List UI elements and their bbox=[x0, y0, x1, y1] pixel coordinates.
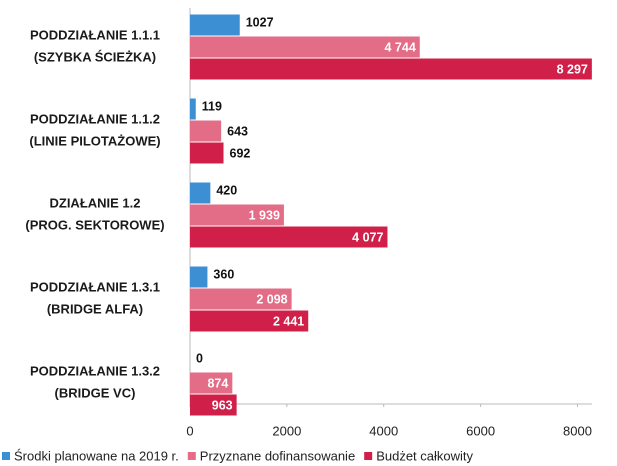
bar bbox=[190, 36, 420, 58]
value-label: 420 bbox=[216, 183, 237, 197]
x-tick-label: 0 bbox=[186, 423, 193, 438]
value-label: 2 098 bbox=[256, 292, 287, 306]
bar bbox=[190, 182, 211, 204]
value-label: 119 bbox=[202, 99, 222, 113]
bar bbox=[190, 266, 208, 288]
value-label: 4 744 bbox=[384, 40, 415, 54]
legend-swatch bbox=[187, 452, 196, 460]
legend-label: Przyznane dofinansowanie bbox=[200, 448, 355, 463]
value-label: 360 bbox=[213, 267, 234, 281]
legend-swatch bbox=[2, 452, 10, 460]
bar bbox=[190, 310, 309, 332]
category-label: PODDZIAŁANIE 1.3.1 bbox=[30, 279, 160, 294]
legend-swatch bbox=[364, 452, 373, 460]
category-label: DZIAŁANIE 1.2 bbox=[49, 195, 140, 210]
value-label: 4 077 bbox=[352, 230, 383, 244]
category-label: (PROG. SEKTOROWE) bbox=[25, 217, 164, 232]
x-tick-label: 4000 bbox=[369, 423, 398, 438]
value-label: 2 441 bbox=[273, 314, 304, 328]
value-label: 963 bbox=[212, 398, 233, 412]
category-label: PODDZIAŁANIE 1.3.2 bbox=[30, 363, 160, 378]
bar bbox=[190, 372, 233, 394]
value-label: 0 bbox=[196, 351, 203, 365]
bar bbox=[190, 120, 222, 142]
x-tick-label: 8000 bbox=[563, 423, 592, 438]
category-label: (LINIE PILOTAŻOWE) bbox=[29, 133, 160, 148]
bar bbox=[190, 226, 388, 248]
value-label: 1027 bbox=[246, 15, 274, 29]
bar bbox=[190, 142, 224, 164]
value-label: 1 939 bbox=[249, 208, 280, 222]
value-label: 8 297 bbox=[557, 62, 588, 76]
bar bbox=[190, 394, 237, 416]
bar bbox=[190, 98, 196, 120]
legend-label: Budżet całkowity bbox=[376, 448, 473, 463]
bar bbox=[190, 288, 292, 310]
bar bbox=[190, 58, 592, 80]
bar bbox=[190, 14, 240, 36]
category-label: PODDZIAŁANIE 1.1.2 bbox=[30, 111, 160, 126]
legend-label: Środki planowane na 2019 r. bbox=[14, 448, 179, 463]
x-tick-label: 2000 bbox=[272, 423, 301, 438]
category-label: (BRIDGE VC) bbox=[55, 385, 136, 400]
category-label: (SZYBKA ŚCIEŻKA) bbox=[34, 49, 156, 64]
value-label: 692 bbox=[230, 146, 251, 160]
bar bbox=[190, 204, 284, 226]
x-tick-label: 6000 bbox=[466, 423, 495, 438]
value-label: 643 bbox=[227, 124, 248, 138]
category-label: PODDZIAŁANIE 1.1.1 bbox=[30, 27, 160, 42]
value-label: 874 bbox=[207, 376, 228, 390]
category-label: (BRIDGE ALFA) bbox=[47, 301, 143, 316]
